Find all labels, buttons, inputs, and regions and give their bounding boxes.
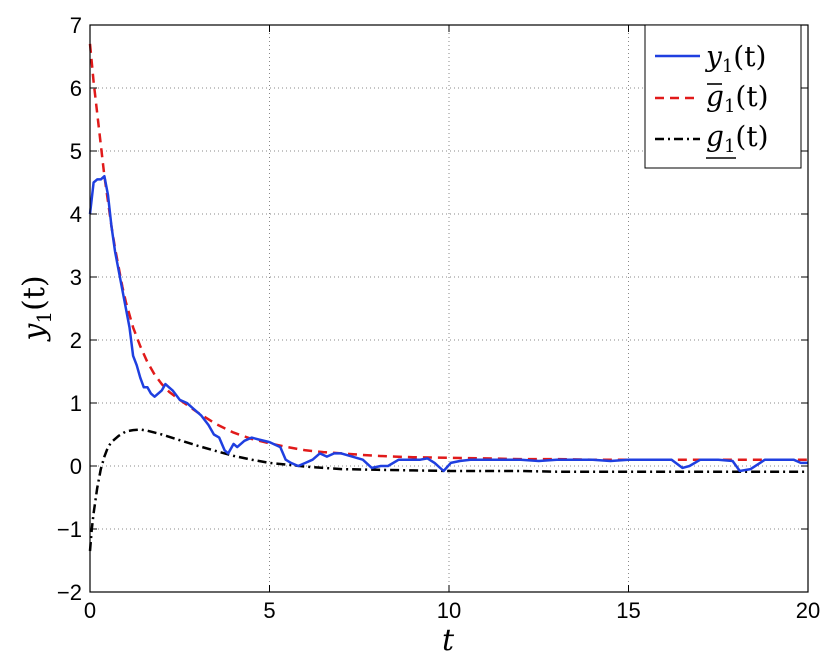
y-tick-label: 1 (70, 391, 82, 416)
x-tick-label: 5 (263, 598, 275, 623)
series-line-2 (88, 43, 808, 461)
y-axis-label: y1(t) (17, 275, 56, 342)
legend-label-1: y1(t) (704, 40, 766, 77)
legend: y1(t) g1(t) g1(t) (644, 24, 802, 169)
legend-entry-3: g1(t) (655, 120, 769, 159)
legend-entry-2: g1(t) (655, 80, 769, 117)
y-tick-label: 6 (70, 76, 82, 101)
y-tick-label: 5 (70, 139, 82, 164)
x-tick-label: 10 (437, 598, 461, 623)
y-tick-label: −2 (57, 580, 82, 605)
grid (90, 25, 808, 592)
y-tick-label: 3 (70, 265, 82, 290)
y-tick-label: 0 (70, 454, 82, 479)
legend-label-2: g1(t) (706, 80, 769, 117)
x-axis-label: t (442, 623, 455, 656)
series-layer (88, 43, 808, 552)
y-tick-label: 4 (70, 202, 82, 227)
x-tick-label: 20 (796, 598, 820, 623)
legend-label-3: g1(t) (706, 120, 769, 157)
x-tick-label: 15 (616, 598, 640, 623)
y-tick-label: 2 (70, 328, 82, 353)
series-line-3 (88, 428, 808, 552)
x-tick-label: 0 (84, 598, 96, 623)
y-tick-label: −1 (57, 517, 82, 542)
series-line-1 (88, 174, 808, 473)
legend-entry-1: y1(t) (655, 40, 766, 77)
ticks: 0 5 10 15 20 −2 −1 0 1 2 3 4 5 6 7 (57, 13, 820, 623)
y-tick-label: 7 (70, 13, 82, 38)
